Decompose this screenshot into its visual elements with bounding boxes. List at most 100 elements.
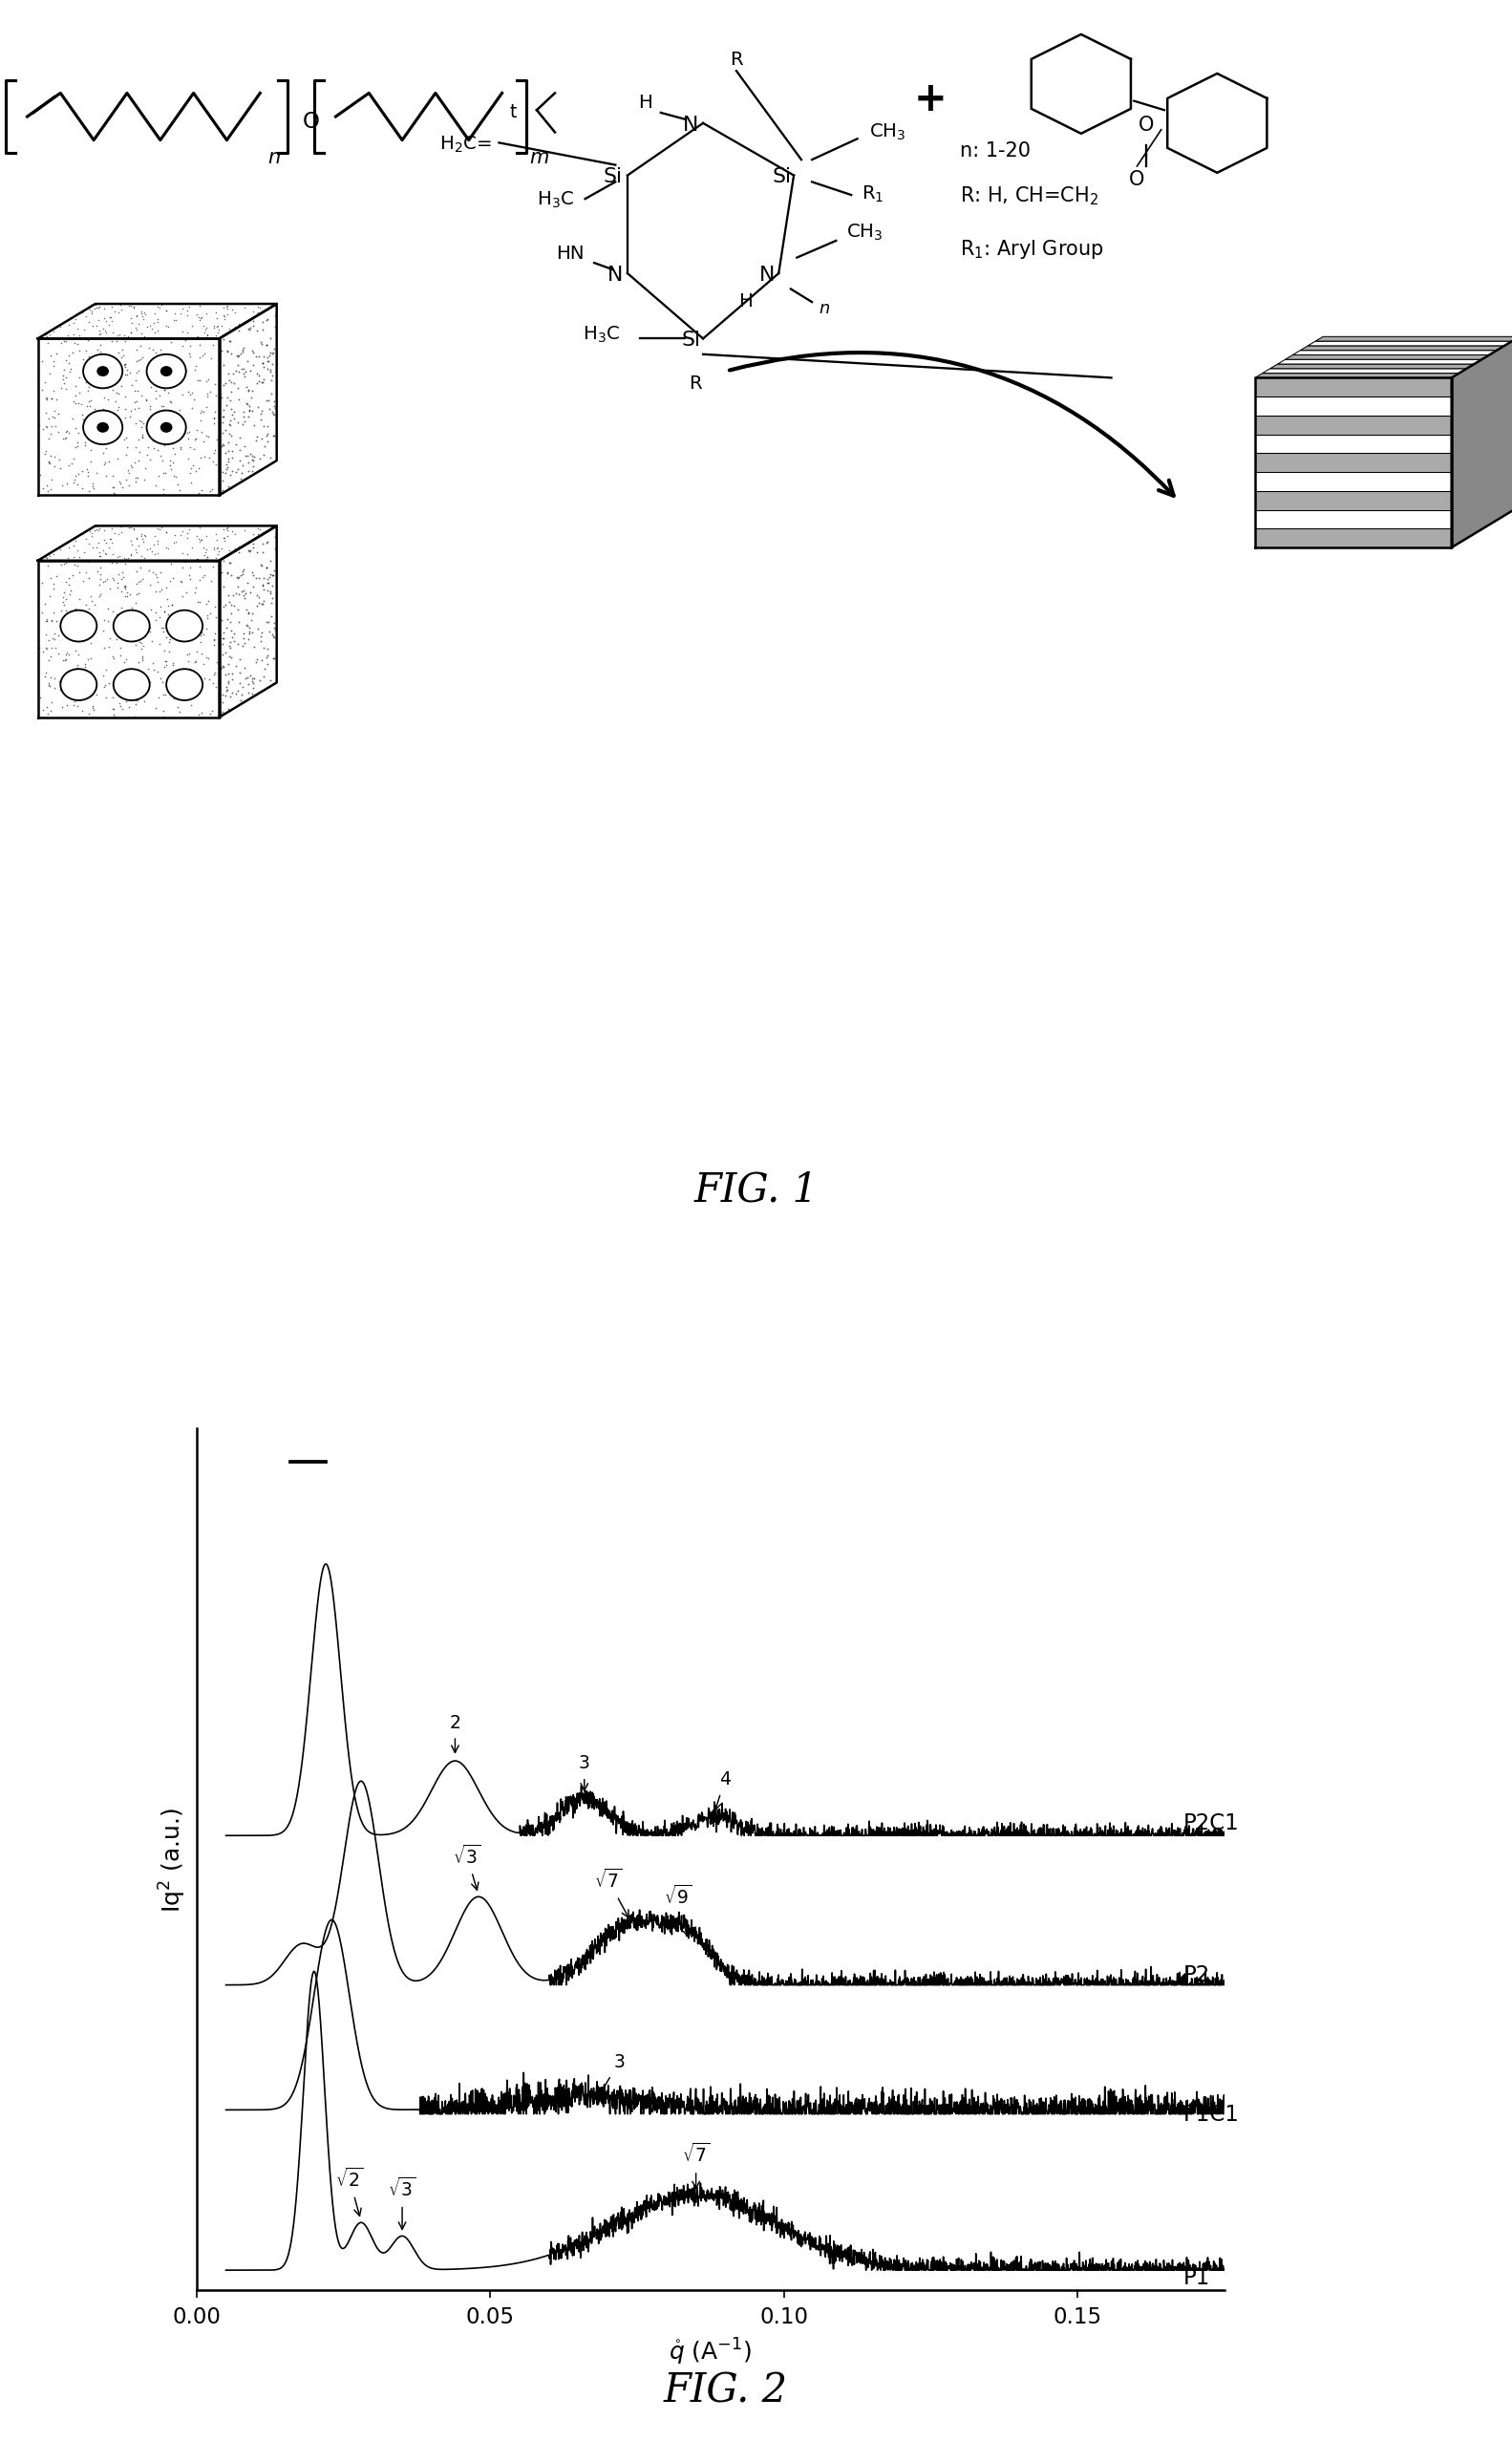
Polygon shape xyxy=(1270,365,1474,369)
Point xyxy=(62,461,86,500)
Point xyxy=(53,544,77,584)
Point xyxy=(200,692,224,732)
Point xyxy=(186,584,210,623)
Point xyxy=(240,448,265,488)
Point xyxy=(234,606,259,645)
Point xyxy=(47,394,71,433)
Point xyxy=(35,379,59,419)
Point xyxy=(216,512,240,552)
Point xyxy=(110,335,135,374)
Point xyxy=(251,525,275,564)
Point xyxy=(83,365,107,404)
Point xyxy=(206,416,230,456)
Point xyxy=(51,365,76,404)
Point xyxy=(116,318,141,357)
Point xyxy=(203,399,227,438)
Point xyxy=(64,456,88,495)
Point xyxy=(259,335,283,374)
Point xyxy=(125,458,150,498)
Point xyxy=(237,613,262,653)
Point xyxy=(237,613,262,653)
Point xyxy=(109,337,133,377)
Point xyxy=(219,397,243,436)
Point xyxy=(187,340,212,379)
Point xyxy=(129,328,153,367)
Point xyxy=(148,554,172,594)
Point xyxy=(135,603,159,643)
Point xyxy=(259,557,283,596)
Point xyxy=(159,672,183,712)
Point xyxy=(150,347,174,387)
Point xyxy=(212,566,236,606)
Point xyxy=(113,599,138,638)
Point xyxy=(79,638,103,677)
Point xyxy=(165,466,189,505)
Point xyxy=(129,562,153,601)
Point xyxy=(97,298,121,337)
Point xyxy=(251,658,275,697)
Point xyxy=(240,305,265,345)
Point xyxy=(230,350,254,389)
Point xyxy=(56,411,80,451)
Point xyxy=(187,362,212,401)
Point xyxy=(240,594,265,633)
Point xyxy=(254,549,278,589)
Point xyxy=(33,431,57,470)
Point xyxy=(132,404,156,443)
Point xyxy=(256,416,280,456)
Point xyxy=(144,690,168,729)
Point xyxy=(150,286,174,325)
Point xyxy=(216,441,240,480)
Point xyxy=(154,569,178,608)
Point xyxy=(79,653,103,692)
Point xyxy=(204,298,228,337)
Point xyxy=(91,389,115,429)
Point xyxy=(151,441,175,480)
Point xyxy=(144,350,168,389)
Point xyxy=(257,392,281,431)
Point xyxy=(197,438,221,478)
Point xyxy=(103,515,127,554)
Point xyxy=(97,520,121,559)
Point xyxy=(240,372,265,411)
Point xyxy=(145,562,169,601)
Point xyxy=(54,419,79,458)
Point xyxy=(88,559,112,599)
Point xyxy=(175,421,200,461)
Point xyxy=(227,382,251,421)
Point xyxy=(109,687,133,727)
Point xyxy=(246,337,271,377)
Point xyxy=(124,458,148,498)
Point xyxy=(64,429,88,468)
Point xyxy=(88,534,112,574)
Point xyxy=(234,369,259,409)
Point xyxy=(209,530,233,569)
Point xyxy=(222,621,246,660)
Point xyxy=(148,589,172,628)
Point xyxy=(136,552,160,591)
Point xyxy=(157,633,181,672)
Point xyxy=(94,303,118,342)
Point xyxy=(42,613,67,653)
Point xyxy=(194,416,218,456)
Point xyxy=(132,300,156,340)
Point xyxy=(91,564,115,603)
Point xyxy=(207,433,231,473)
Point xyxy=(76,680,100,719)
Point xyxy=(47,441,71,480)
Point xyxy=(256,424,280,463)
Point xyxy=(101,340,125,379)
Point xyxy=(216,670,240,709)
Point xyxy=(249,362,274,401)
Point xyxy=(192,335,216,374)
Point xyxy=(251,566,275,606)
Point xyxy=(169,340,194,379)
Point xyxy=(248,663,272,702)
Point xyxy=(35,687,59,727)
Point xyxy=(194,638,218,677)
Point xyxy=(213,365,237,404)
Point xyxy=(101,562,125,601)
Point xyxy=(138,530,162,569)
Point xyxy=(62,682,86,722)
Point xyxy=(251,360,275,399)
